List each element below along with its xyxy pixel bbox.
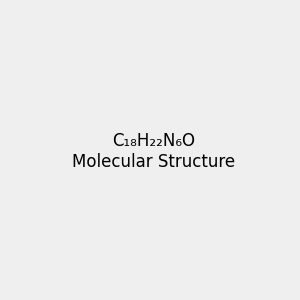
Text: C₁₈H₂₂N₆O
Molecular Structure: C₁₈H₂₂N₆O Molecular Structure — [72, 132, 235, 171]
